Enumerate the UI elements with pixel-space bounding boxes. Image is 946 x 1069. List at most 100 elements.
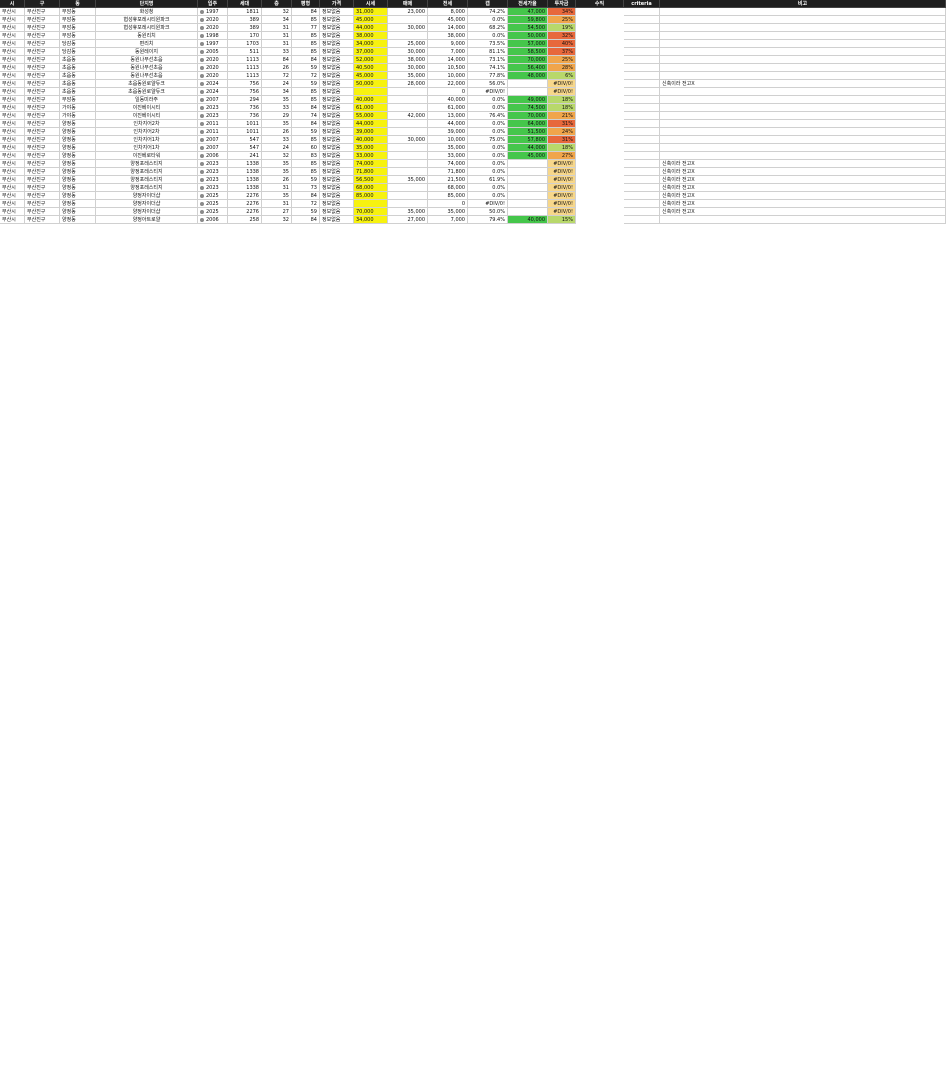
table-cell[interactable] bbox=[660, 56, 946, 64]
table-cell[interactable]: 부산진구 bbox=[25, 112, 60, 120]
year-cell[interactable]: 1997 bbox=[198, 8, 228, 16]
table-cell[interactable]: 부산시 bbox=[0, 40, 25, 48]
table-cell[interactable] bbox=[660, 88, 946, 96]
criteria-cell[interactable] bbox=[624, 112, 660, 120]
table-cell[interactable]: 38,000 bbox=[354, 32, 388, 40]
table-cell[interactable] bbox=[660, 96, 946, 104]
table-cell[interactable] bbox=[660, 16, 946, 24]
table-cell[interactable]: 부산시 bbox=[0, 24, 25, 32]
table-cell[interactable]: 1703 bbox=[228, 40, 262, 48]
table-cell[interactable]: 35 bbox=[262, 168, 292, 176]
table-cell[interactable]: 부산진구 bbox=[25, 8, 60, 16]
table-cell[interactable]: 부산시 bbox=[0, 48, 25, 56]
table-cell[interactable]: #DIV/0! bbox=[548, 88, 576, 96]
table-cell[interactable]: #DIV/0! bbox=[548, 208, 576, 216]
table-cell[interactable]: 70,000 bbox=[354, 208, 388, 216]
table-cell[interactable]: 부산시 bbox=[0, 112, 25, 120]
table-cell[interactable]: 부산진구 bbox=[25, 32, 60, 40]
criteria-cell[interactable] bbox=[624, 64, 660, 72]
table-cell[interactable]: 부산진구 bbox=[25, 216, 60, 224]
year-cell[interactable]: 2025 bbox=[198, 208, 228, 216]
table-cell[interactable]: 인차지어2차 bbox=[96, 120, 198, 128]
table-cell[interactable]: 35,000 bbox=[428, 144, 468, 152]
table-cell[interactable]: 45,000 bbox=[354, 16, 388, 24]
table-cell[interactable]: 0.0% bbox=[468, 120, 508, 128]
table-cell[interactable]: 부산진구 bbox=[25, 192, 60, 200]
table-cell[interactable]: 협성휴포레시티원파크 bbox=[96, 16, 198, 24]
table-cell[interactable]: 양정동 bbox=[60, 192, 96, 200]
table-cell[interactable]: 54,500 bbox=[508, 24, 548, 32]
table-cell[interactable]: 1338 bbox=[228, 176, 262, 184]
criteria-cell[interactable] bbox=[624, 48, 660, 56]
year-cell[interactable]: 2023 bbox=[198, 184, 228, 192]
table-cell[interactable]: 초읍동 bbox=[60, 56, 96, 64]
col-header[interactable]: 수익 bbox=[576, 0, 624, 8]
table-cell[interactable]: 24 bbox=[262, 144, 292, 152]
table-cell[interactable] bbox=[660, 144, 946, 152]
table-cell[interactable]: 56.0% bbox=[468, 80, 508, 88]
table-cell[interactable]: 협성휴포레시티원파크 bbox=[96, 24, 198, 32]
table-cell[interactable]: 38,000 bbox=[388, 56, 428, 64]
table-cell[interactable] bbox=[388, 192, 428, 200]
table-cell[interactable]: 신축이라 전고X bbox=[660, 184, 946, 192]
year-cell[interactable]: 2023 bbox=[198, 168, 228, 176]
table-cell[interactable]: 0.0% bbox=[468, 96, 508, 104]
year-cell[interactable]: 2020 bbox=[198, 64, 228, 72]
table-cell[interactable]: 18% bbox=[548, 144, 576, 152]
table-cell[interactable]: 8,000 bbox=[428, 8, 468, 16]
table-cell[interactable]: 일동미라주 bbox=[96, 96, 198, 104]
table-cell[interactable]: 33,000 bbox=[354, 152, 388, 160]
table-cell[interactable]: 33 bbox=[262, 136, 292, 144]
table-cell[interactable] bbox=[508, 80, 548, 88]
table-cell[interactable]: 부산시 bbox=[0, 80, 25, 88]
table-cell[interactable] bbox=[660, 64, 946, 72]
table-cell[interactable] bbox=[388, 200, 428, 208]
table-cell[interactable] bbox=[508, 88, 548, 96]
table-cell[interactable]: 58,500 bbox=[508, 48, 548, 56]
table-cell[interactable]: 10,500 bbox=[428, 64, 468, 72]
table-cell[interactable]: 양정동 bbox=[60, 176, 96, 184]
table-cell[interactable]: 736 bbox=[228, 112, 262, 120]
col-header[interactable]: 매매 bbox=[388, 0, 428, 8]
table-cell[interactable]: 85 bbox=[292, 88, 320, 96]
table-cell[interactable]: 61,000 bbox=[354, 104, 388, 112]
table-cell[interactable]: 0.0% bbox=[468, 152, 508, 160]
table-cell[interactable]: 68.2% bbox=[468, 24, 508, 32]
table-cell[interactable]: 신축이라 전고X bbox=[660, 160, 946, 168]
table-cell[interactable]: 1113 bbox=[228, 72, 262, 80]
table-cell[interactable]: 30,000 bbox=[388, 24, 428, 32]
table-cell[interactable]: 0.0% bbox=[468, 128, 508, 136]
table-cell[interactable]: #DIV/0! bbox=[548, 80, 576, 88]
table-cell[interactable]: 45,000 bbox=[354, 72, 388, 80]
table-cell[interactable]: #DIV/0! bbox=[548, 176, 576, 184]
table-cell[interactable]: 양정동 bbox=[60, 152, 96, 160]
table-cell[interactable]: 34,000 bbox=[354, 216, 388, 224]
criteria-cell[interactable] bbox=[624, 80, 660, 88]
col-header[interactable]: 세대 bbox=[228, 0, 262, 8]
table-cell[interactable]: 부산시 bbox=[0, 184, 25, 192]
table-cell[interactable]: 85 bbox=[292, 40, 320, 48]
table-cell[interactable]: 34 bbox=[262, 16, 292, 24]
table-cell[interactable]: 73.5% bbox=[468, 40, 508, 48]
table-cell[interactable]: 9,000 bbox=[428, 40, 468, 48]
table-cell[interactable]: 35,000 bbox=[428, 208, 468, 216]
table-cell[interactable] bbox=[660, 72, 946, 80]
table-cell[interactable]: 25% bbox=[548, 56, 576, 64]
table-cell[interactable]: 인차지어1차 bbox=[96, 144, 198, 152]
table-cell[interactable] bbox=[508, 168, 548, 176]
table-cell[interactable]: 34,000 bbox=[354, 40, 388, 48]
table-cell[interactable]: 15% bbox=[548, 216, 576, 224]
table-cell[interactable]: 85 bbox=[292, 48, 320, 56]
table-cell[interactable]: 양정자이더샵 bbox=[96, 192, 198, 200]
table-cell[interactable]: 부산진구 bbox=[25, 160, 60, 168]
table-cell[interactable]: 부산시 bbox=[0, 168, 25, 176]
table-cell[interactable]: 정보없음 bbox=[320, 168, 354, 176]
table-cell[interactable]: #DIV/0! bbox=[548, 192, 576, 200]
table-cell[interactable]: 40,500 bbox=[354, 64, 388, 72]
table-cell[interactable]: 양정동 bbox=[60, 200, 96, 208]
table-cell[interactable]: 51,500 bbox=[508, 128, 548, 136]
table-cell[interactable]: 29 bbox=[262, 112, 292, 120]
table-cell[interactable]: 부산시 bbox=[0, 128, 25, 136]
year-cell[interactable]: 2011 bbox=[198, 128, 228, 136]
table-cell[interactable] bbox=[508, 192, 548, 200]
